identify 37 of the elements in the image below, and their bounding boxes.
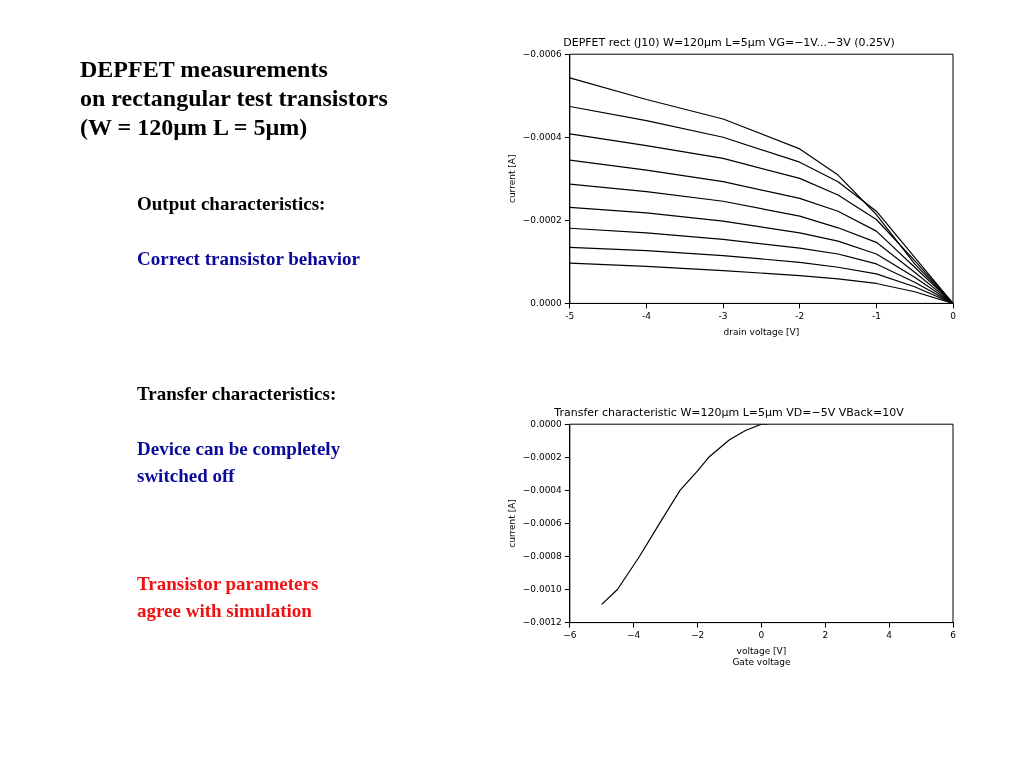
x-axis-title: voltage [V] [736,646,787,657]
text: DEPFET measurements on rectangular test transistors (W = 120µm L = 5µm) [80,55,389,142]
x-tick-label: 2 [822,630,829,641]
y-tick-label: −0.0002 [522,214,562,225]
x-tick-label: −6 [563,630,577,641]
y-tick-label: −0.0010 [522,583,563,594]
x-tick-label: 0 [950,311,957,322]
text: Transfer characteristics: [137,382,337,406]
x-tick-label: 0 [758,630,765,641]
text: Correct transistor behavior [137,247,361,271]
x-tick-label: -2 [795,311,805,322]
y-tick-label: −0.0004 [522,131,563,142]
x-tick-label: -3 [718,311,728,322]
y-tick-label: −0.0002 [522,451,562,462]
y-tick-label: 0.0000 [530,418,563,429]
y-tick-label: 0.0000 [530,297,563,308]
x-tick-label: -5 [565,311,575,322]
y-tick-label: −0.0006 [522,517,563,528]
x-axis-title: drain voltage [V] [723,326,800,337]
y-tick-label: −0.0006 [522,48,563,59]
text: Gate voltage [732,656,791,667]
x-tick-label: -4 [641,311,652,322]
text: Device can be completely switched off [137,437,341,488]
y-axis-title: current [A] [506,499,517,548]
x-tick-label: −4 [627,630,641,641]
y-axis-title: current [A] [506,154,517,204]
x-tick-label: 6 [950,630,957,641]
x-tick-label: 4 [886,630,893,641]
y-tick-label: −0.0004 [522,484,563,495]
chart-title: DEPFET rect (J10) W=120µm L=5µm VG=−1V...−3V (0.25V) [563,36,895,50]
y-tick-label: −0.0008 [522,550,563,561]
text: Transistor parameters agree with simulation [137,572,319,623]
y-tick-label: −0.0012 [522,616,562,627]
text: Output characteristics: [137,192,326,216]
chart-title: Transfer characteristic W=120µm L=5µm VD=−5V VBack=10V [553,406,905,420]
x-tick-label: −2 [690,630,705,641]
x-tick-label: -1 [871,311,881,322]
